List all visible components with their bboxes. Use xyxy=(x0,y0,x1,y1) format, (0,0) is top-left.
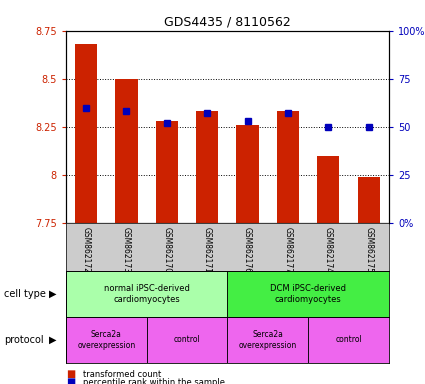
Bar xyxy=(277,111,299,223)
Text: GSM862177: GSM862177 xyxy=(283,227,292,273)
Bar xyxy=(236,125,259,223)
Title: GDS4435 / 8110562: GDS4435 / 8110562 xyxy=(164,15,291,28)
Text: control: control xyxy=(335,335,362,344)
Bar xyxy=(317,156,340,223)
Text: cell type: cell type xyxy=(4,289,46,299)
Bar xyxy=(196,111,218,223)
Bar xyxy=(66,271,227,317)
Text: control: control xyxy=(174,335,200,344)
Bar xyxy=(115,79,138,223)
Text: GSM862172: GSM862172 xyxy=(82,227,91,273)
Text: GSM862175: GSM862175 xyxy=(364,227,373,273)
Bar xyxy=(227,317,308,363)
Text: ■: ■ xyxy=(66,377,75,384)
Bar xyxy=(66,317,147,363)
Text: percentile rank within the sample: percentile rank within the sample xyxy=(83,377,225,384)
Text: ▶: ▶ xyxy=(49,335,57,345)
Text: protocol: protocol xyxy=(4,335,44,345)
Text: GSM862170: GSM862170 xyxy=(162,227,171,273)
Text: DCM iPSC-derived
cardiomyocytes: DCM iPSC-derived cardiomyocytes xyxy=(270,284,346,304)
Bar xyxy=(357,177,380,223)
Text: ▶: ▶ xyxy=(49,289,57,299)
Bar xyxy=(308,317,389,363)
Text: Serca2a
overexpression: Serca2a overexpression xyxy=(77,330,136,350)
Text: GSM862174: GSM862174 xyxy=(324,227,333,273)
Bar xyxy=(75,44,97,223)
Text: Serca2a
overexpression: Serca2a overexpression xyxy=(238,330,297,350)
Text: GSM862171: GSM862171 xyxy=(203,227,212,273)
Text: GSM862176: GSM862176 xyxy=(243,227,252,273)
Text: transformed count: transformed count xyxy=(83,370,161,379)
Text: normal iPSC-derived
cardiomyocytes: normal iPSC-derived cardiomyocytes xyxy=(104,284,190,304)
Text: ■: ■ xyxy=(66,369,75,379)
Bar xyxy=(227,271,389,317)
Bar xyxy=(147,317,227,363)
Bar xyxy=(156,121,178,223)
Text: GSM862173: GSM862173 xyxy=(122,227,131,273)
